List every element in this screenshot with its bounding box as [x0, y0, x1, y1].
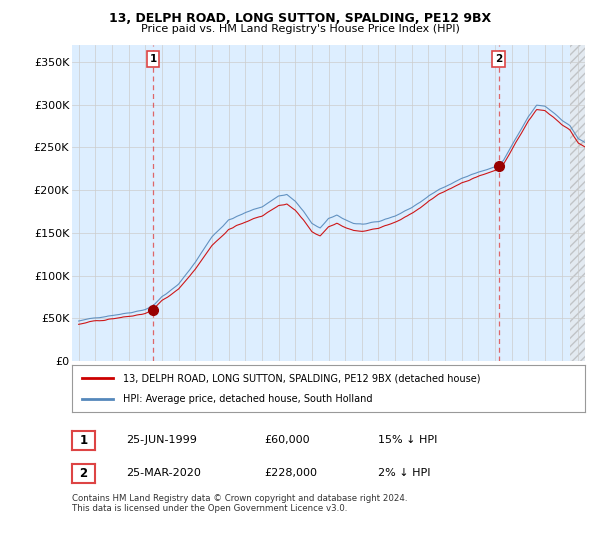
- Text: £60,000: £60,000: [264, 435, 310, 445]
- Text: HPI: Average price, detached house, South Holland: HPI: Average price, detached house, Sout…: [124, 394, 373, 404]
- Text: 13, DELPH ROAD, LONG SUTTON, SPALDING, PE12 9BX: 13, DELPH ROAD, LONG SUTTON, SPALDING, P…: [109, 12, 491, 25]
- Text: 2: 2: [495, 54, 502, 64]
- Text: 25-MAR-2020: 25-MAR-2020: [126, 468, 201, 478]
- Text: 1: 1: [149, 54, 157, 64]
- Text: 15% ↓ HPI: 15% ↓ HPI: [378, 435, 437, 445]
- Text: 2: 2: [79, 467, 88, 480]
- Text: Contains HM Land Registry data © Crown copyright and database right 2024.
This d: Contains HM Land Registry data © Crown c…: [72, 494, 407, 514]
- Text: £228,000: £228,000: [264, 468, 317, 478]
- Text: 13, DELPH ROAD, LONG SUTTON, SPALDING, PE12 9BX (detached house): 13, DELPH ROAD, LONG SUTTON, SPALDING, P…: [124, 373, 481, 383]
- Bar: [570, 45, 585, 361]
- Text: Price paid vs. HM Land Registry's House Price Index (HPI): Price paid vs. HM Land Registry's House …: [140, 24, 460, 34]
- Text: 25-JUN-1999: 25-JUN-1999: [126, 435, 197, 445]
- Text: 2% ↓ HPI: 2% ↓ HPI: [378, 468, 431, 478]
- Text: 1: 1: [79, 433, 88, 447]
